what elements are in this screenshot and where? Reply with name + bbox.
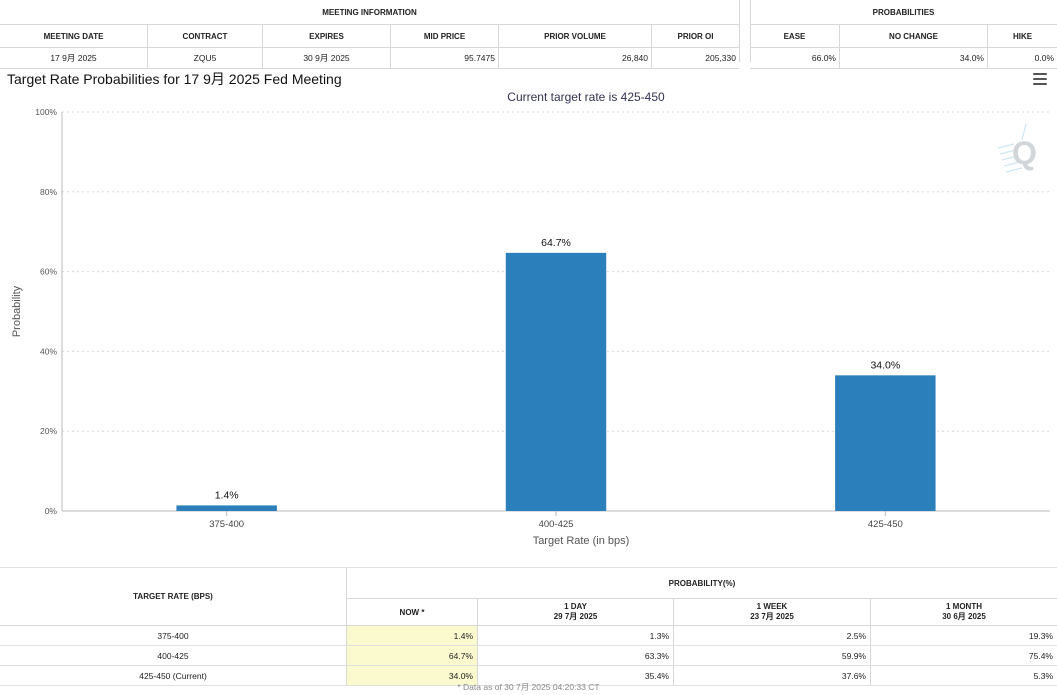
week-cell: 2.5% (673, 625, 871, 646)
meeting-information-table: MEETING INFORMATION MEETING DATE CONTRAC… (0, 0, 739, 69)
y-tick-label: 80% (40, 187, 57, 197)
chart-title: Target Rate Probabilities for 17 9月 2025… (7, 71, 342, 87)
col-prior-oi: PRIOR OI (651, 24, 739, 48)
logo-text: Q (1012, 135, 1037, 171)
history-table: TARGET RATE (BPS) PROBABILITY(%) NOW * 1… (0, 567, 1057, 686)
rate-cell: 425-450 (Current) (0, 665, 347, 686)
table-row: 400-425 64.7% 63.3% 59.9% 75.4% (0, 645, 1057, 666)
month-cell: 75.4% (870, 645, 1057, 666)
bar (835, 375, 936, 511)
y-tick-label: 40% (40, 346, 57, 356)
hamburger-menu-icon[interactable] (1033, 73, 1047, 85)
col-now: NOW * (346, 598, 478, 626)
col-1-month: 1 MONTH 30 6月 2025 (870, 598, 1057, 626)
now-cell: 64.7% (346, 645, 478, 666)
y-tick-label: 20% (40, 426, 57, 436)
bar-data-label: 64.7% (541, 237, 571, 249)
chart-subtitle: Current target rate is 425-450 (507, 90, 665, 104)
col-contract: CONTRACT (147, 24, 263, 48)
col-ease: EASE (750, 24, 840, 48)
col-expires: EXPIRES (262, 24, 391, 48)
hike-value: 0.0% (987, 47, 1057, 69)
col-hike: HIKE (987, 24, 1057, 48)
q-logo-icon: Q (997, 123, 1037, 173)
rate-cell: 400-425 (0, 645, 347, 666)
table-row: 425-450 (Current) 34.0% 35.4% 37.6% 5.3% (0, 665, 1057, 686)
col-1-week-date: 23 7月 2025 (750, 612, 794, 621)
expires-value: 30 9月 2025 (262, 47, 391, 69)
mid-price-value: 95.7475 (390, 47, 499, 69)
bar-data-label: 1.4% (215, 489, 239, 501)
y-tick-label: 100% (35, 107, 57, 117)
col-1-month-label: 1 MONTH (946, 602, 982, 611)
divider (739, 0, 740, 62)
now-cell: 34.0% (346, 665, 478, 686)
x-tick-label: 425-450 (868, 519, 903, 530)
table-row: 375-400 1.4% 1.3% 2.5% 19.3% (0, 625, 1057, 646)
month-cell: 5.3% (870, 665, 1057, 686)
col-now-label: NOW * (399, 607, 425, 617)
meeting-information-title: MEETING INFORMATION (0, 0, 739, 25)
day-cell: 1.3% (477, 625, 674, 646)
col-1-month-date: 30 6月 2025 (942, 612, 986, 621)
prior-oi-value: 205,330 (651, 47, 739, 69)
probabilities-table: PROBABILITIES EASE NO CHANGE HIKE 66.0% … (750, 0, 1057, 69)
col-prior-volume: PRIOR VOLUME (498, 24, 652, 48)
col-1-week: 1 WEEK 23 7月 2025 (673, 598, 871, 626)
col-1-day: 1 DAY 29 7月 2025 (477, 598, 674, 626)
rate-cell: 375-400 (0, 625, 347, 646)
now-cell: 1.4% (346, 625, 478, 646)
probability-header: PROBABILITY(%) (346, 567, 1057, 599)
y-tick-label: 60% (40, 267, 57, 277)
meeting-date-value: 17 9月 2025 (0, 47, 148, 69)
target-rate-header: TARGET RATE (BPS) (0, 567, 347, 626)
bar-chart: Current target rate is 425-450 0% 20% 40% 60… (11, 90, 1050, 547)
month-cell: 19.3% (870, 625, 1057, 646)
ease-value: 66.0% (750, 47, 840, 69)
col-meeting-date: MEETING DATE (0, 24, 148, 48)
bar (505, 252, 607, 512)
col-1-day-label: 1 DAY (564, 602, 587, 611)
history-panel: TARGET RATE (BPS) PROBABILITY(%) NOW * 1… (0, 567, 1057, 686)
prior-volume-value: 26,840 (498, 47, 652, 69)
bar-data-label: 34.0% (870, 359, 900, 371)
week-cell: 37.6% (673, 665, 871, 686)
data-timestamp-footnote: * Data as of 30 7月 2025 04:20:33 CT (457, 682, 600, 692)
bar (176, 505, 277, 511)
col-1-day-date: 29 7月 2025 (553, 612, 598, 621)
top-summary: MEETING INFORMATION MEETING DATE CONTRAC… (0, 0, 1057, 69)
col-no-change: NO CHANGE (839, 24, 988, 48)
y-tick-label: 0% (45, 506, 58, 516)
week-cell: 59.9% (673, 645, 871, 666)
x-tick-label: 400-425 (539, 519, 574, 530)
contract-value: ZQU5 (147, 47, 263, 69)
no-change-value: 34.0% (839, 47, 988, 69)
col-1-week-label: 1 WEEK (756, 602, 788, 611)
day-cell: 63.3% (477, 645, 674, 666)
day-cell: 35.4% (477, 665, 674, 686)
probabilities-title: PROBABILITIES (750, 0, 1057, 25)
x-axis-title: Target Rate (in bps) (533, 535, 630, 547)
x-tick-label: 375-400 (209, 519, 244, 530)
y-axis-title: Probability (11, 285, 23, 337)
chart-panel: Target Rate Probabilities for 17 9月 2025… (0, 62, 1057, 562)
col-mid-price: MID PRICE (390, 24, 499, 48)
